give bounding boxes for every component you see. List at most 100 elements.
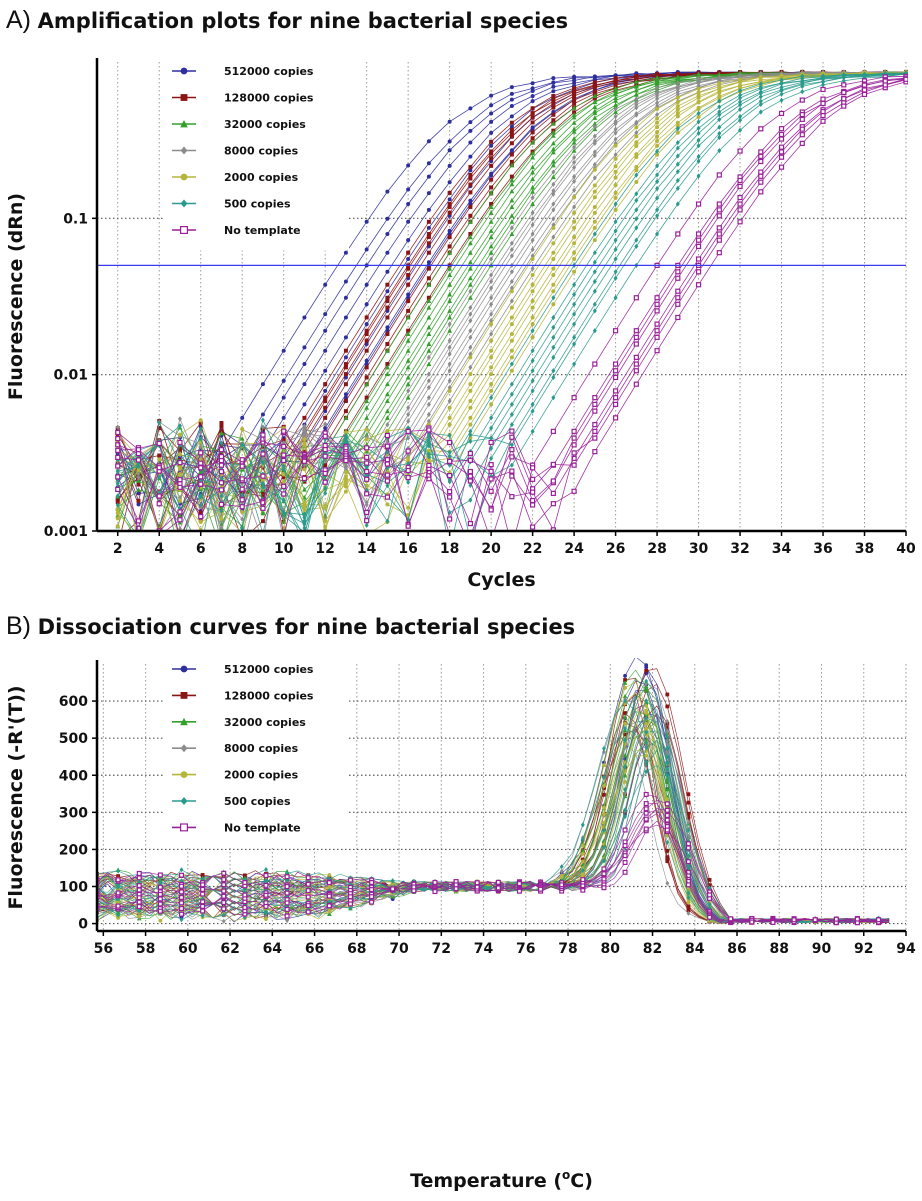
chart-a-point <box>613 219 618 225</box>
chart-a-point <box>239 486 245 492</box>
chart-a-point <box>841 74 846 80</box>
chart-a-point <box>613 118 618 124</box>
chart-a-point <box>260 500 266 506</box>
chart-a-point <box>737 148 743 154</box>
chart-a-point <box>218 469 225 475</box>
chart-a-point <box>572 81 577 86</box>
chart-b-point <box>284 874 290 880</box>
chart-a-point <box>530 273 535 278</box>
chart-b-point <box>136 904 142 910</box>
chart-a-point <box>509 130 514 135</box>
chart-b-point <box>602 805 606 810</box>
chart-a-point <box>136 478 141 483</box>
chart-a-point <box>820 118 826 124</box>
chart-a-point <box>115 436 121 442</box>
chart-a-point <box>675 86 680 92</box>
chart-a-point <box>634 191 639 197</box>
chart-b-point <box>664 817 670 823</box>
chart-b-point <box>158 918 163 923</box>
chart-a-point <box>613 195 618 200</box>
chart-a-point <box>592 449 598 455</box>
chart-a-point <box>633 87 639 93</box>
chart-a-point <box>281 466 286 472</box>
chart-a-point <box>281 415 286 420</box>
chart-a-point <box>571 488 577 494</box>
chart-a-point <box>758 75 763 80</box>
chart-a-point <box>426 250 431 255</box>
chart-a-point <box>447 479 452 485</box>
chart-a-point <box>447 235 452 240</box>
chart-b-point <box>644 698 649 704</box>
chart-a-point <box>778 126 785 132</box>
chart-a-point <box>489 272 494 278</box>
chart-a-point <box>799 111 805 118</box>
chart-a-point <box>550 461 556 468</box>
chart-a-point <box>841 89 847 96</box>
chart-a-point <box>572 257 577 262</box>
chart-a-point <box>343 440 348 446</box>
chart-a-point <box>758 189 764 195</box>
chart-a-point <box>281 428 287 434</box>
chart-b-point <box>116 912 121 918</box>
chart-a-point <box>509 204 515 209</box>
chart-b-point <box>305 881 311 887</box>
chart-a-point <box>572 154 577 161</box>
chart-a-point <box>717 116 722 123</box>
chart-a-point <box>696 119 701 125</box>
chart-a-point <box>447 308 453 313</box>
chart-a-point <box>530 465 536 471</box>
chart-a-point <box>758 98 763 104</box>
chart-a-point <box>509 468 515 474</box>
chart-a-point <box>571 442 577 448</box>
chart-a-point <box>675 185 680 191</box>
chart-a-point <box>530 257 535 262</box>
chart-a-point <box>198 477 203 483</box>
chart-a-point <box>613 78 618 83</box>
chart-a-point <box>592 83 597 88</box>
chart-a-point <box>634 125 639 130</box>
chart-a-point <box>530 253 535 259</box>
chart-a-point <box>198 481 204 487</box>
chart-a-point <box>115 502 120 508</box>
chart-a-point <box>323 395 328 400</box>
chart-a-point <box>405 374 411 380</box>
chart-a-point <box>447 494 453 500</box>
chart-a-point <box>530 210 535 216</box>
chart-a-legend-item: 2000 copies <box>172 171 299 184</box>
chart-a-point <box>530 401 535 407</box>
chart-a-point <box>488 228 494 233</box>
chart-a-point <box>655 125 660 130</box>
chart-a-point <box>364 332 369 337</box>
chart-b-point <box>390 878 395 884</box>
chart-a-point <box>633 341 639 347</box>
chart-a-point <box>675 130 680 135</box>
chart-b-point <box>347 877 353 883</box>
chart-a-point <box>717 147 722 154</box>
chart-a-point <box>550 478 556 484</box>
chart-a-point <box>613 164 618 169</box>
chart-a-point <box>489 151 494 156</box>
chart-a-point <box>654 82 660 88</box>
chart-a-point <box>219 498 224 504</box>
chart-a-point <box>467 275 473 281</box>
chart-a-point <box>550 133 556 138</box>
chart-a-point <box>447 344 452 350</box>
chart-b-point <box>685 882 691 888</box>
chart-a-point <box>385 422 390 428</box>
chart-a-point <box>281 497 286 503</box>
chart-a-point <box>177 423 182 429</box>
chart-a-point <box>156 465 162 471</box>
chart-a-point <box>426 341 432 347</box>
chart-b-point <box>665 839 670 845</box>
chart-a-point <box>426 384 431 391</box>
chart-a-point <box>447 282 453 287</box>
chart-a-point <box>406 308 411 313</box>
chart-a-legend-label: 32000 copies <box>224 118 306 131</box>
chart-a-point <box>406 445 411 451</box>
chart-a-point <box>156 501 162 507</box>
chart-a-point <box>509 381 514 387</box>
chart-a-point <box>530 136 535 141</box>
chart-a-point <box>530 115 535 120</box>
chart-a-point <box>467 295 473 300</box>
chart-a-point <box>426 295 431 300</box>
